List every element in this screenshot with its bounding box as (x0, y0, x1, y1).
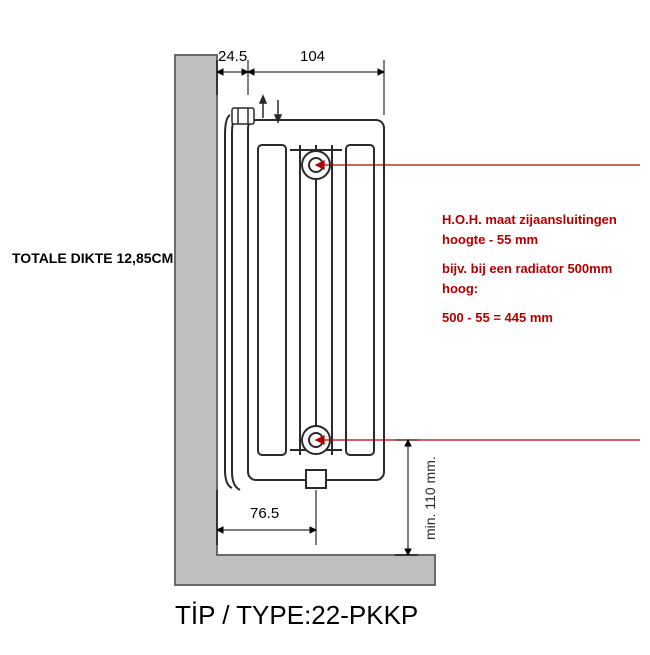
radiator-body (225, 112, 384, 490)
side-text: TOTALE DIKTE 12,85CM (12, 250, 173, 266)
dimension-right (395, 440, 418, 555)
dim-radiator-width: 104 (300, 48, 325, 65)
annotation-line3: bijv. bij een radiator 500mm (442, 259, 642, 279)
dimension-top (217, 60, 384, 115)
bleed-valve (232, 108, 254, 124)
annotation-block: H.O.H. maat zijaansluitingen hoogte - 55… (442, 210, 642, 328)
dim-min-height: min. 110 mm. (422, 456, 438, 540)
type-label: TİP / TYPE:22-PKKP (175, 600, 418, 631)
annotation-line4: hoog: (442, 279, 642, 299)
annotation-line2: hoogte - 55 mm (442, 230, 642, 250)
dim-bottom-offset: 76.5 (250, 505, 279, 522)
diagram-canvas: 24.5 104 76.5 min. 110 mm. TOTALE DIKTE … (0, 0, 650, 650)
dim-wall-gap: 24.5 (218, 48, 247, 65)
annotation-line1: H.O.H. maat zijaansluitingen (442, 210, 642, 230)
flow-arrows (260, 96, 281, 122)
annotation-line5: 500 - 55 = 445 mm (442, 308, 642, 328)
